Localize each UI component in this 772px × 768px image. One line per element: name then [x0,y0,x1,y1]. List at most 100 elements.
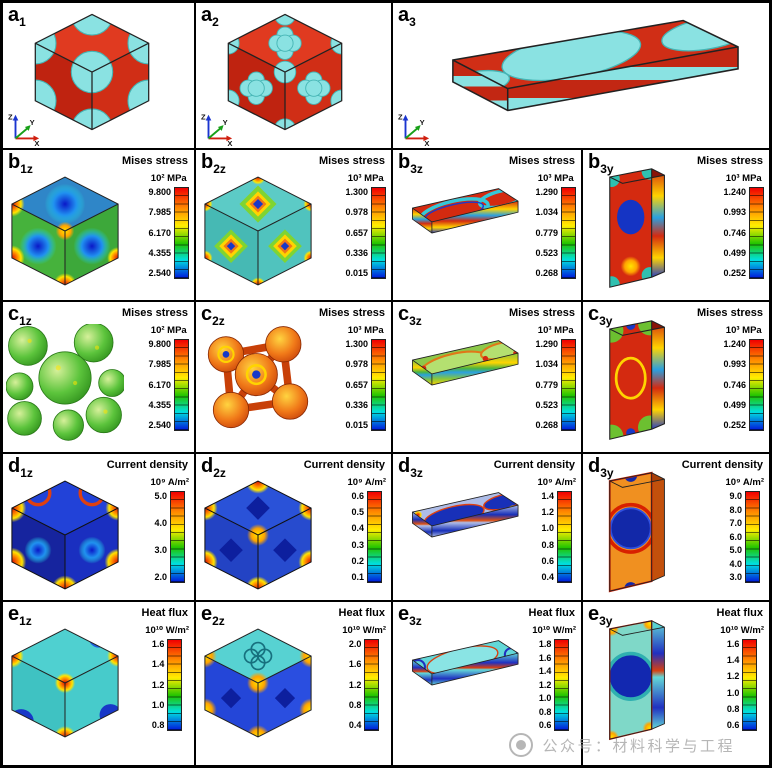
colorbar-tick: 0.8 [726,703,740,714]
colorbar-ticks: 1.300 0.978 0.657 0.336 0.015 [345,339,368,431]
panel-e3z: e3z Heat flux 10¹⁰ W/m² 1.8 1.6 1.4 1.2 … [393,602,581,765]
panel-title: Mises stress [121,155,188,167]
colorbar: 10¹⁰ W/m² 1.6 1.4 1.2 1.0 0.8 [145,625,189,731]
axis-z-label: Z [8,113,13,122]
colorbar-tick: 8.0 [729,504,743,515]
colorbar-strip [367,491,383,583]
colorbar-tick: 0.779 [535,379,558,390]
colorbar-tick: 4.355 [148,399,171,410]
colorbar-tick: 1.290 [535,339,558,349]
colorbar-tick: 0.015 [345,420,368,430]
panel-title: Heat flux [716,607,763,619]
axis-triad-icon: Z X Y [398,113,429,147]
colorbar-tick: 1.2 [348,679,362,690]
colorbar-strip [749,187,764,279]
panel-title: Heat flux [141,607,188,619]
panel-c2z: c2z Mises stress 10³ MPa 1.300 0.978 0.6… [196,302,391,452]
panel-label-d1z: d1z [8,455,33,480]
colorbar-tick: 4.0 [154,518,168,528]
heatflux-render-e3y [597,616,679,749]
colorbar-unit: 10⁹ A/m² [725,477,764,488]
colorbar-unit: 10⁹ A/m² [347,477,386,488]
colorbar-tick: 0.5 [351,507,365,518]
colorbar-unit: 10¹⁰ W/m² [342,625,386,636]
colorbar-strip [554,639,570,731]
mises-render-c3z [393,332,525,407]
colorbar-strip [371,187,386,279]
colorbar-tick: 1.6 [151,639,165,649]
colorbar-tick: 5.0 [154,491,168,501]
colorbar-tick: 1.6 [726,639,740,649]
colorbar: 10⁹ A/m² 5.0 4.0 3.0 2.0 [151,477,189,583]
colorbar-tick: 0.499 [723,399,746,410]
colorbar-unit: 10¹⁰ W/m² [145,625,189,636]
colorbar-unit: 10¹⁰ W/m² [532,625,576,636]
panel-label-e1z: e1z [8,603,32,628]
panel-e2z: e2z Heat flux 10¹⁰ W/m² 2.0 1.6 1.2 0.8 … [196,602,391,765]
colorbar-tick: 0.3 [351,539,365,550]
colorbar-tick: 0.336 [345,399,368,410]
panel-label-d3z: d3z [398,455,423,480]
panel-d1z: d1z Current density 10⁹ A/m² 5.0 4.0 3.0… [3,454,194,600]
colorbar-tick: 0.993 [723,359,746,370]
colorbar-strip [561,339,576,431]
panel-title: Mises stress [318,307,385,319]
colorbar-ticks: 1.290 1.034 0.779 0.523 0.268 [535,187,558,279]
colorbar-ticks: 1.240 0.993 0.746 0.499 0.252 [723,187,746,279]
colorbar-ticks: 5.0 4.0 3.0 2.0 [155,491,168,583]
panel-d2z: d2z Current density 10⁹ A/m² 0.6 0.5 0.4… [196,454,391,600]
colorbar-tick: 1.4 [538,666,552,676]
colorbar-tick: 7.985 [148,359,171,370]
colorbar-strip [364,639,380,731]
current-render-d3z [393,484,525,559]
colorbar-tick: 0.8 [151,720,165,730]
colorbar-tick: 1.2 [151,679,165,690]
mises-render-c2z [199,324,317,447]
colorbar-tick: 0.6 [538,720,552,730]
colorbar-tick: 1.2 [541,507,555,518]
axis-x-label: X [34,139,39,146]
panel-title: Current density [681,459,763,471]
colorbar-unit: 10³ MPa [725,325,762,336]
panel-b3z: b3z Mises stress 10³ MPa 1.290 1.034 0.7… [393,150,581,300]
colorbar-tick: 1.6 [348,659,362,670]
colorbar-tick: 0.336 [345,247,368,258]
panel-title: Mises stress [696,155,763,167]
colorbar-strip [174,187,189,279]
colorbar-tick: 1.8 [538,639,552,649]
watermark-text: 公众号：材料科学与工程 [542,737,735,755]
current-render-d1z [6,476,124,599]
panel-label-a3: a3 [398,4,416,29]
colorbar-tick: 0.8 [538,706,552,717]
panel-label-c2z: c2z [201,303,225,328]
colorbar-strip [749,339,764,431]
geometry-render-a2 [222,9,348,140]
colorbar-ticks: 0.6 0.5 0.4 0.3 0.2 0.1 [352,491,365,583]
heatflux-render-e3z [393,632,525,707]
colorbar-tick: 1.0 [726,687,740,698]
colorbar-tick: 2.0 [348,639,362,649]
colorbar-tick: 6.170 [148,379,171,390]
panel-a2: a2 Z X Y [196,3,391,148]
colorbar: 10³ MPa 1.240 0.993 0.746 0.499 0.252 [723,173,764,279]
colorbar-tick: 9.800 [148,187,171,197]
colorbar-tick: 1.290 [535,187,558,197]
panel-b1z: b1z Mises stress 10² MPa 9.800 7.985 6.1… [3,150,194,300]
colorbar-tick: 0.015 [345,268,368,278]
colorbar-tick: 1.4 [151,659,165,670]
colorbar-strip [371,339,386,431]
colorbar-strip [170,491,186,583]
colorbar-unit: 10³ MPa [537,173,574,184]
panel-label-e3y: e3y [588,603,613,628]
colorbar-tick: 0.8 [348,699,362,710]
axis-z-label: Z [201,113,206,122]
panel-label-e3z: e3z [398,603,422,628]
colorbar-tick: 6.0 [729,531,743,542]
colorbar: 10¹⁰ W/m² 2.0 1.6 1.2 0.8 0.4 [342,625,386,731]
current-render-d2z [199,476,317,599]
colorbar-tick: 1.034 [535,359,558,370]
axis-y-label: Y [223,118,228,127]
colorbar-ticks: 1.240 0.993 0.746 0.499 0.252 [723,339,746,431]
panel-d3z: d3z Current density 10⁹ A/m² 1.4 1.2 1.0… [393,454,581,600]
colorbar-tick: 0.523 [535,399,558,410]
